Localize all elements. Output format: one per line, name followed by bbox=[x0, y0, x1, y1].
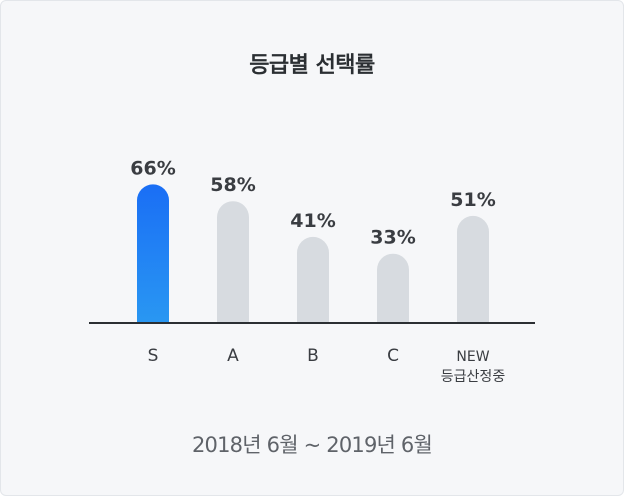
category-label: NEW bbox=[456, 349, 489, 365]
category-label: C bbox=[387, 346, 399, 366]
value-label: 66% bbox=[130, 157, 175, 179]
category-label: B bbox=[307, 346, 319, 366]
labels-group: 66% S 58% A 41% B 33% C 51% NEW 등급산정중 bbox=[130, 157, 505, 385]
baseline-mask bbox=[91, 324, 531, 346]
category-label: S bbox=[148, 346, 159, 366]
value-label: 51% bbox=[450, 189, 495, 211]
period-text: 2018년 6월 ~ 2019년 6월 bbox=[192, 433, 433, 457]
bar-b bbox=[297, 236, 329, 339]
bar-s bbox=[137, 184, 169, 339]
value-label: 33% bbox=[370, 227, 415, 249]
value-label: 41% bbox=[290, 210, 335, 232]
category-label: A bbox=[227, 346, 239, 366]
bar-a bbox=[217, 201, 249, 339]
chart-title: 등급별 선택률 bbox=[249, 53, 375, 78]
bar-new bbox=[457, 215, 489, 339]
value-label: 58% bbox=[210, 174, 255, 196]
bars-group bbox=[91, 184, 531, 346]
category-label: 등급산정중 bbox=[441, 369, 506, 385]
bar-c bbox=[377, 253, 409, 339]
